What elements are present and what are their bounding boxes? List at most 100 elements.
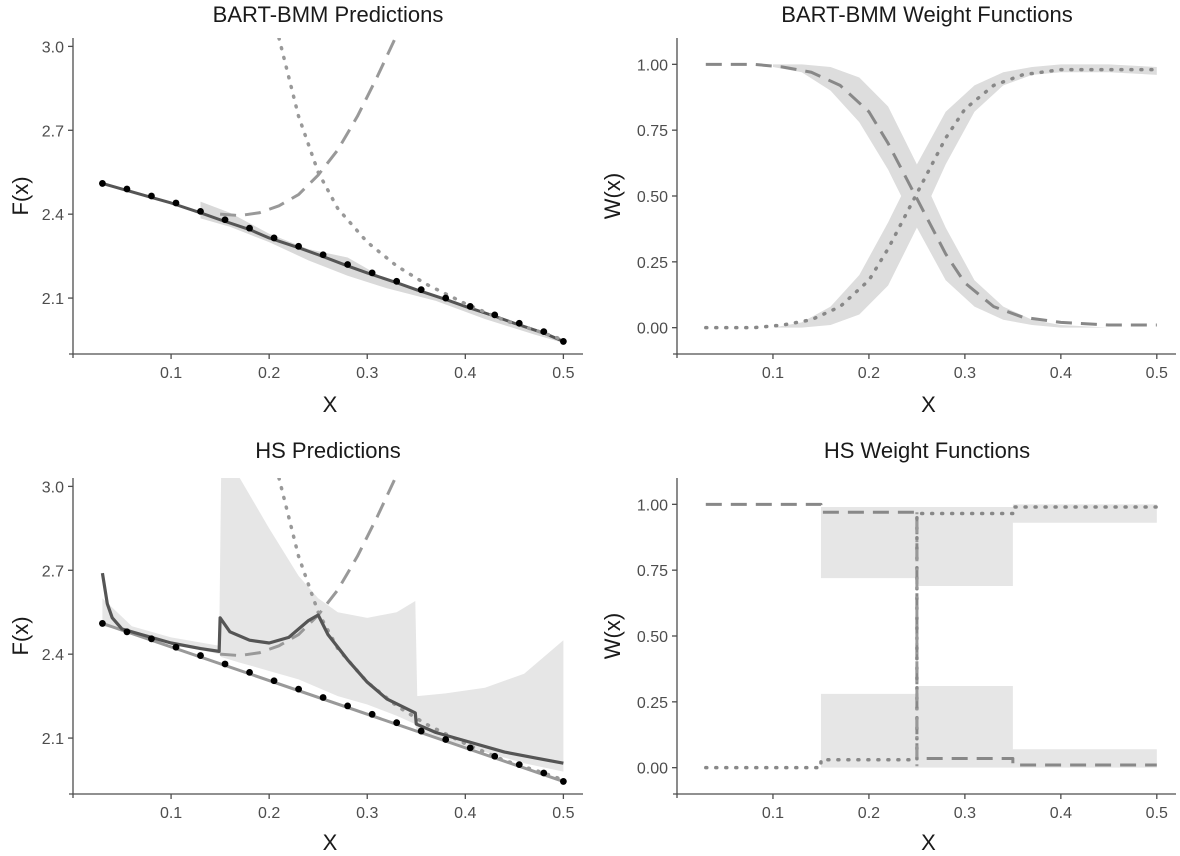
credible-band-0 bbox=[820, 504, 1157, 586]
series-line-2 bbox=[220, 38, 398, 218]
y-tick-label: 0.75 bbox=[637, 563, 668, 580]
series-line-1 bbox=[101, 621, 564, 783]
x-tick-label: 0.3 bbox=[356, 805, 378, 822]
plot-area bbox=[99, 478, 567, 785]
data-point bbox=[515, 761, 523, 769]
series-line-3 bbox=[704, 67, 1159, 330]
data-point bbox=[99, 180, 106, 187]
y-tick-label: 3.0 bbox=[42, 39, 64, 56]
data-point bbox=[466, 744, 474, 752]
series-line-2 bbox=[220, 478, 398, 658]
x-axis-label: X bbox=[921, 830, 936, 855]
y-tick-label: 0.50 bbox=[637, 629, 668, 646]
data-point bbox=[368, 710, 376, 718]
data-point bbox=[417, 286, 425, 294]
x-tick-label: 0.3 bbox=[356, 365, 378, 382]
y-tick-label: 2.4 bbox=[42, 207, 64, 224]
y-tick-label: 0.00 bbox=[637, 321, 668, 338]
y-axis-label: W(x) bbox=[600, 613, 625, 659]
series-line-2 bbox=[705, 502, 1157, 767]
data-point bbox=[123, 185, 131, 193]
x-tick-label: 0.3 bbox=[954, 365, 976, 382]
data-point bbox=[221, 216, 229, 224]
data-point bbox=[148, 635, 155, 643]
x-tick-label: 0.5 bbox=[552, 365, 574, 382]
x-tick-label: 0.5 bbox=[552, 805, 574, 822]
chart-panel-2: 0.1 0.2 0.3 0.4 0.5 0.00 0.25 0.50 0.75 1.00 BART-… bbox=[600, 2, 1176, 417]
plot-area bbox=[704, 502, 1159, 770]
data-point bbox=[442, 736, 450, 743]
y-tick-label: 2.1 bbox=[42, 291, 64, 308]
data-point bbox=[246, 224, 253, 232]
y-tick-label: 1.00 bbox=[637, 57, 668, 74]
panel-title: HS Predictions bbox=[255, 438, 401, 463]
x-tick-label: 0.2 bbox=[858, 365, 880, 382]
x-axis-label: X bbox=[921, 392, 936, 417]
y-tick-label: 1.00 bbox=[637, 497, 668, 514]
x-tick-label: 0.1 bbox=[762, 365, 784, 382]
y-axis-label: W(x) bbox=[600, 173, 625, 219]
series-line-4 bbox=[100, 572, 564, 765]
data-point bbox=[540, 328, 548, 336]
y-tick-label: 2.4 bbox=[42, 647, 64, 664]
x-tick-label: 0.1 bbox=[762, 805, 784, 822]
chart-panel-3: 0.1 0.2 0.3 0.4 0.5 2.1 2.4 2.7 3.0 HS Prediction… bbox=[8, 438, 583, 855]
panel-title: BART-BMM Predictions bbox=[213, 2, 444, 27]
x-tick-label: 0.1 bbox=[160, 805, 182, 822]
y-tick-label: 0.50 bbox=[637, 189, 668, 206]
x-tick-label: 0.4 bbox=[454, 805, 476, 822]
y-tick-label: 0.00 bbox=[637, 761, 668, 778]
data-point bbox=[123, 628, 131, 636]
data-point bbox=[197, 652, 204, 659]
y-tick-label: 2.7 bbox=[42, 123, 64, 140]
data-point bbox=[295, 685, 302, 693]
data-point bbox=[319, 694, 327, 701]
data-point bbox=[417, 727, 425, 735]
y-axis-label: F(x) bbox=[8, 616, 33, 655]
data-point bbox=[148, 192, 155, 200]
data-point bbox=[344, 702, 352, 710]
data-point bbox=[295, 242, 302, 250]
chart-panel-1: 0.1 0.2 0.3 0.4 0.5 2.1 2.4 2.7 3.0 BART-BMM Pred… bbox=[8, 2, 583, 417]
data-point bbox=[466, 303, 474, 310]
y-tick-label: 2.1 bbox=[42, 731, 64, 748]
x-tick-label: 0.1 bbox=[160, 365, 182, 382]
y-tick-label: 2.7 bbox=[42, 563, 64, 580]
x-tick-label: 0.4 bbox=[1050, 365, 1072, 382]
data-point bbox=[368, 269, 376, 277]
data-point bbox=[344, 261, 352, 268]
data-point bbox=[99, 620, 106, 627]
x-tick-label: 0.4 bbox=[1050, 805, 1072, 822]
data-point bbox=[221, 660, 229, 668]
data-point bbox=[491, 311, 499, 319]
x-tick-label: 0.2 bbox=[258, 365, 280, 382]
data-point bbox=[559, 778, 567, 785]
data-point bbox=[491, 752, 499, 760]
y-tick-label: 0.25 bbox=[637, 255, 668, 272]
data-point bbox=[442, 294, 450, 302]
data-point bbox=[246, 668, 253, 676]
x-tick-label: 0.5 bbox=[1146, 365, 1168, 382]
x-tick-label: 0.2 bbox=[858, 805, 880, 822]
x-axis-label: X bbox=[323, 830, 338, 855]
x-tick-label: 0.2 bbox=[258, 805, 280, 822]
series-line-2 bbox=[705, 62, 1157, 327]
data-point bbox=[393, 277, 401, 285]
data-point bbox=[197, 207, 204, 215]
panel-title: BART-BMM Weight Functions bbox=[781, 2, 1072, 27]
data-point bbox=[270, 234, 278, 242]
y-tick-label: 0.75 bbox=[637, 123, 668, 140]
panel-title: HS Weight Functions bbox=[824, 438, 1030, 463]
x-tick-label: 0.5 bbox=[1146, 805, 1168, 822]
y-tick-label: 3.0 bbox=[42, 479, 64, 496]
data-point bbox=[172, 199, 180, 207]
data-point bbox=[270, 677, 278, 685]
credible-band-0 bbox=[772, 64, 1157, 328]
x-tick-label: 0.4 bbox=[454, 365, 476, 382]
x-axis-label: X bbox=[323, 392, 338, 417]
data-point bbox=[319, 251, 327, 259]
data-point bbox=[172, 643, 180, 651]
y-tick-label: 0.25 bbox=[637, 695, 668, 712]
credible-band-1 bbox=[772, 64, 1157, 328]
